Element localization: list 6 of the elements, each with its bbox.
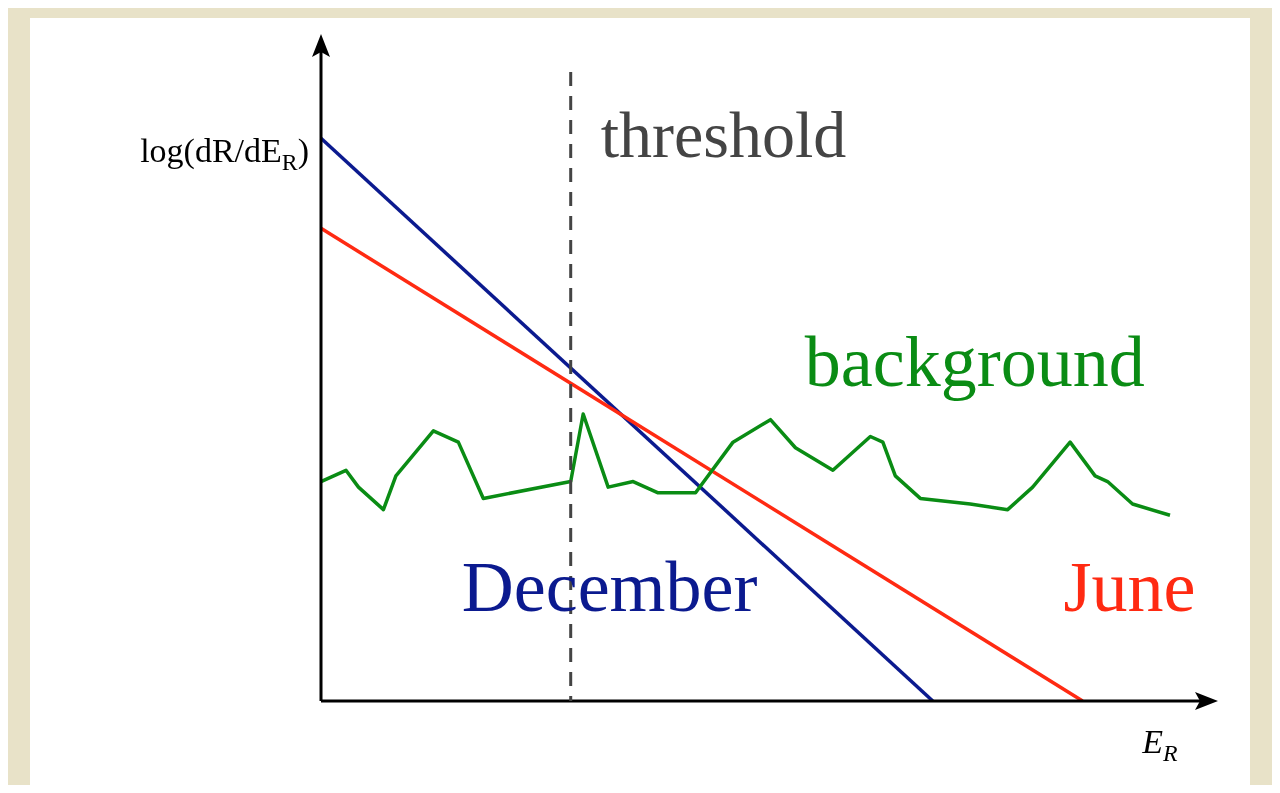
- x-axis-title: E$_{R}$: [1141, 723, 1179, 766]
- series-label: June: [1063, 546, 1196, 627]
- annotation: threshold: [600, 98, 847, 171]
- y-axis-title: log(dR/dE$_{R}$): [140, 132, 309, 175]
- series-label: background: [804, 321, 1145, 402]
- series-label: December: [461, 546, 758, 627]
